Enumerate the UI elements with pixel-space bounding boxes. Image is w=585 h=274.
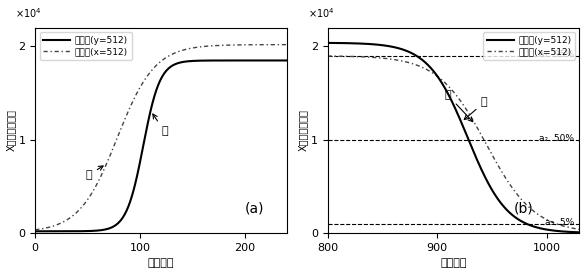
中心行(y=512) <box>446 96 453 99</box>
中心行(y=512) <box>440 84 447 87</box>
Text: (b): (b) <box>514 201 534 216</box>
中心列(x=512) <box>446 86 453 90</box>
Y-axis label: X射线辐射度值: X射线辐射度值 <box>5 110 16 152</box>
中心行(y=512) <box>32 230 39 233</box>
中心列(x=512) <box>147 70 154 73</box>
Text: $\times10^4$: $\times10^4$ <box>15 6 42 19</box>
中心行(y=512) <box>324 41 331 45</box>
中心行(y=512) <box>569 230 576 234</box>
中心行(y=512) <box>230 59 237 62</box>
中心列(x=512) <box>440 80 447 83</box>
中心列(x=512) <box>44 226 51 229</box>
Legend: 中心行(y=512), 中心列(x=512): 中心行(y=512), 中心列(x=512) <box>40 32 132 60</box>
Line: 中心列(x=512): 中心列(x=512) <box>35 45 287 230</box>
中心列(x=512) <box>276 43 283 46</box>
Line: 中心行(y=512): 中心行(y=512) <box>35 61 287 231</box>
中心列(x=512) <box>569 226 576 230</box>
Text: 上: 上 <box>85 166 103 180</box>
中心行(y=512) <box>147 108 154 111</box>
中心行(y=512) <box>276 59 283 62</box>
中心列(x=512) <box>284 43 291 46</box>
中心列(x=512) <box>324 55 331 58</box>
Y-axis label: X射线辐射度值: X射线辐射度值 <box>298 110 308 152</box>
Text: 下: 下 <box>445 90 473 122</box>
Text: a₃  5%: a₃ 5% <box>545 218 574 227</box>
中心列(x=512) <box>337 55 344 58</box>
Text: a₂  50%: a₂ 50% <box>539 134 574 143</box>
中心列(x=512) <box>522 202 529 206</box>
X-axis label: 像素编号: 像素编号 <box>441 258 467 269</box>
中心列(x=512) <box>569 226 576 230</box>
中心行(y=512) <box>284 59 291 62</box>
Text: 右: 右 <box>464 97 487 119</box>
中心行(y=512) <box>154 85 161 88</box>
Line: 中心列(x=512): 中心列(x=512) <box>328 56 580 229</box>
中心行(y=512) <box>576 231 583 234</box>
Line: 中心行(y=512): 中心行(y=512) <box>328 43 580 232</box>
中心行(y=512) <box>276 59 283 62</box>
中心行(y=512) <box>44 230 51 233</box>
中心行(y=512) <box>569 230 576 234</box>
中心列(x=512) <box>276 43 283 46</box>
中心行(y=512) <box>337 41 344 45</box>
中心列(x=512) <box>576 228 583 231</box>
Text: (a): (a) <box>245 201 264 216</box>
中心列(x=512) <box>154 62 161 66</box>
Legend: 中心行(y=512), 中心列(x=512): 中心行(y=512), 中心列(x=512) <box>483 32 575 60</box>
Text: $\times10^4$: $\times10^4$ <box>308 6 334 19</box>
中心列(x=512) <box>230 43 237 47</box>
Text: 左: 左 <box>153 114 168 136</box>
中心行(y=512) <box>522 222 529 225</box>
Text: a₁  95%: a₁ 95% <box>539 50 574 59</box>
X-axis label: 像素编号: 像素编号 <box>148 258 174 269</box>
中心列(x=512) <box>32 228 39 232</box>
